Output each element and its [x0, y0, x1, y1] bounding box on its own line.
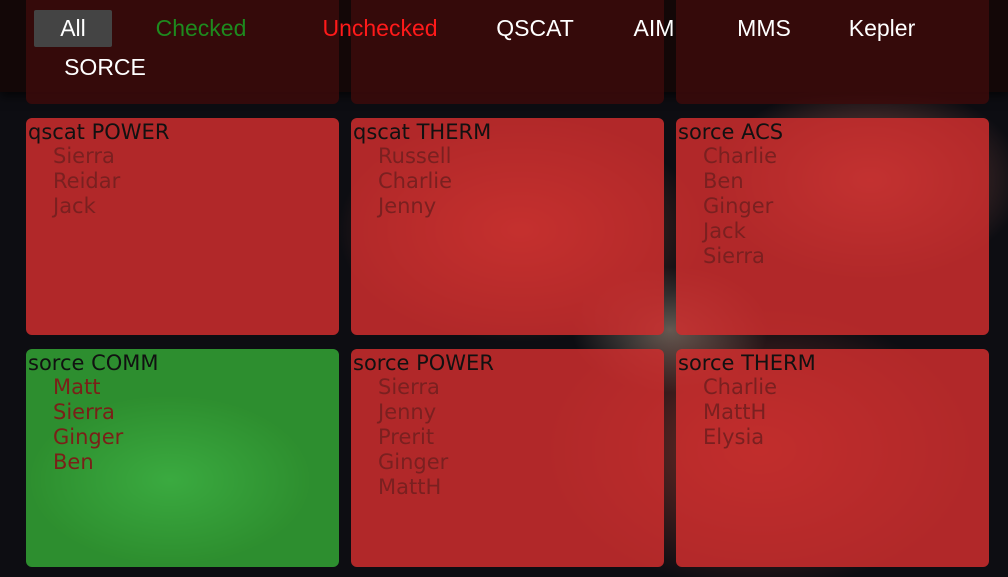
card-sorce-therm[interactable]: sorce THERM Charlie MattH Elysia [676, 349, 989, 567]
member-name: Prerit [378, 425, 435, 449]
member-name: Russell [378, 144, 452, 168]
filter-unchecked-button[interactable]: Unchecked [322, 15, 438, 41]
filter-sorce-button[interactable]: SORCE [64, 54, 146, 80]
member-name: Sierra [703, 244, 765, 268]
card-title: sorce COMM [28, 351, 159, 375]
card-title: qscat POWER [28, 120, 170, 144]
member-list: Matt Sierra Ginger Ben [53, 375, 339, 475]
filter-all-button[interactable]: All [34, 10, 112, 47]
member-list: Russell Charlie Jenny [378, 144, 664, 219]
card-title: qscat THERM [353, 120, 492, 144]
member-name: MattH [703, 400, 767, 424]
card-sorce-power[interactable]: sorce POWER Sierra Jenny Prerit Ginger M… [351, 349, 664, 567]
filter-aim-button[interactable]: AIM [633, 15, 675, 41]
member-name: Ginger [703, 194, 774, 218]
member-name: Reidar [53, 169, 121, 193]
member-name: Jack [53, 194, 96, 218]
member-list: Sierra Jenny Prerit Ginger MattH [378, 375, 664, 500]
filter-kepler-button[interactable]: Kepler [848, 15, 916, 41]
member-list: Sierra Reidar Jack [53, 144, 339, 219]
card-title: sorce THERM [678, 351, 816, 375]
card-sorce-acs[interactable]: sorce ACS Charlie Ben Ginger Jack Sierra [676, 118, 989, 335]
member-name: Jenny [378, 194, 437, 218]
card-qscat-power[interactable]: qscat POWER Sierra Reidar Jack [26, 118, 339, 335]
filter-mms-button[interactable]: MMS [737, 15, 791, 41]
filter-checked-button[interactable]: Checked [155, 15, 247, 41]
member-name: Sierra [53, 144, 115, 168]
member-name: Charlie [703, 144, 778, 168]
column-backdrop-2 [351, 0, 664, 104]
card-title: sorce ACS [678, 120, 784, 144]
member-name: Charlie [378, 169, 453, 193]
filter-nav: All Checked Unchecked QSCAT AIM MMS Kepl… [34, 10, 974, 86]
member-name: Ginger [53, 425, 124, 449]
member-name: Jenny [378, 400, 437, 424]
member-name: Ben [703, 169, 744, 193]
card-sorce-comm[interactable]: sorce COMM Matt Sierra Ginger Ben [26, 349, 339, 567]
member-name: Charlie [703, 375, 778, 399]
card-title: sorce POWER [353, 351, 494, 375]
member-name: MattH [378, 475, 442, 499]
column-backdrop-3 [676, 0, 989, 104]
member-name: Matt [53, 375, 101, 399]
card-qscat-therm[interactable]: qscat THERM Russell Charlie Jenny [351, 118, 664, 335]
filter-qscat-button[interactable]: QSCAT [496, 15, 574, 41]
member-list: Charlie MattH Elysia [703, 375, 989, 450]
member-name: Sierra [53, 400, 115, 424]
member-name: Elysia [703, 425, 765, 449]
member-name: Jack [703, 219, 746, 243]
member-name: Ben [53, 450, 94, 474]
member-name: Ginger [378, 450, 449, 474]
member-list: Charlie Ben Ginger Jack Sierra [703, 144, 989, 269]
member-name: Sierra [378, 375, 440, 399]
